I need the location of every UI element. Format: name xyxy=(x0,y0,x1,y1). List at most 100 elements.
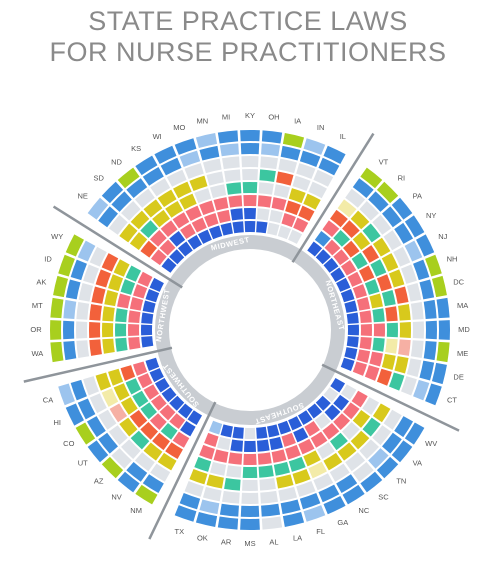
cell xyxy=(108,425,128,446)
cell xyxy=(413,379,430,401)
cell xyxy=(87,197,109,220)
cell xyxy=(394,286,409,304)
cell xyxy=(412,321,424,339)
cell xyxy=(150,178,171,197)
cell xyxy=(180,223,196,240)
state-label: KS xyxy=(131,144,141,153)
cell xyxy=(276,171,294,186)
cell xyxy=(135,155,158,176)
cell xyxy=(297,410,313,426)
cell xyxy=(292,175,311,192)
cell xyxy=(241,156,259,168)
state-label: AR xyxy=(221,538,232,547)
cell xyxy=(152,209,170,228)
cell xyxy=(346,312,359,324)
cell xyxy=(65,279,81,300)
cell xyxy=(431,275,447,298)
cell xyxy=(340,384,357,400)
cell xyxy=(288,229,303,244)
cell xyxy=(261,130,283,144)
cell xyxy=(413,259,430,281)
cell xyxy=(65,234,84,257)
cell xyxy=(140,402,157,420)
state-label: FL xyxy=(316,527,325,536)
cell xyxy=(50,297,64,319)
cell xyxy=(70,259,87,281)
cell xyxy=(404,215,425,238)
state-label: WY xyxy=(51,232,63,241)
cell xyxy=(242,466,258,478)
cell xyxy=(117,471,140,493)
cell xyxy=(337,442,357,461)
cell xyxy=(128,310,141,324)
cell xyxy=(352,361,368,376)
cell xyxy=(209,461,227,476)
cell xyxy=(410,302,424,320)
cell xyxy=(345,188,366,208)
cell xyxy=(77,398,96,420)
cell xyxy=(128,336,141,350)
cell xyxy=(372,237,391,257)
cell xyxy=(101,253,119,272)
cell xyxy=(376,456,399,479)
cell xyxy=(323,452,343,471)
cell xyxy=(260,156,278,170)
cell xyxy=(140,324,153,336)
cell xyxy=(288,456,306,472)
cell xyxy=(232,426,244,439)
cell xyxy=(213,197,229,211)
cell xyxy=(276,474,294,489)
cell xyxy=(257,195,272,208)
cell xyxy=(206,171,224,186)
cell xyxy=(62,320,75,340)
cell xyxy=(206,474,224,489)
cell xyxy=(269,436,283,451)
cell xyxy=(388,372,405,391)
cell xyxy=(161,257,177,273)
cell xyxy=(217,436,231,451)
cell xyxy=(425,383,442,406)
cell xyxy=(322,220,340,237)
cell xyxy=(359,201,379,221)
cell xyxy=(209,184,227,199)
state-label: SC xyxy=(378,492,389,501)
state-label: CT xyxy=(447,396,457,405)
cell xyxy=(102,338,115,354)
cell xyxy=(63,341,77,361)
cell xyxy=(341,220,360,239)
cell xyxy=(347,324,359,336)
cell xyxy=(95,269,112,288)
state-label: OR xyxy=(30,325,42,334)
cell xyxy=(184,163,204,179)
cell xyxy=(257,452,272,465)
cell xyxy=(382,432,402,454)
state-label: NV xyxy=(111,492,121,501)
cell xyxy=(154,377,170,393)
state-label: NY xyxy=(426,211,436,220)
cell xyxy=(382,206,402,228)
cell xyxy=(113,259,130,277)
cell xyxy=(241,492,259,504)
cell xyxy=(388,269,405,288)
cell xyxy=(53,275,69,298)
cell xyxy=(273,184,291,199)
cell xyxy=(189,468,208,485)
cell xyxy=(91,286,106,304)
cell xyxy=(406,282,422,302)
cell xyxy=(394,356,409,374)
cell xyxy=(121,439,141,459)
cell xyxy=(117,293,131,309)
cell xyxy=(114,323,127,337)
cell xyxy=(89,246,107,267)
cell xyxy=(340,260,357,276)
cell xyxy=(143,442,163,461)
state-label: DE xyxy=(453,373,463,382)
cell xyxy=(76,321,88,339)
cell xyxy=(243,195,257,207)
cell xyxy=(230,208,244,221)
cell xyxy=(50,320,62,340)
cell xyxy=(370,259,387,277)
cell xyxy=(76,302,90,320)
cell xyxy=(101,388,119,407)
cell xyxy=(132,361,148,376)
